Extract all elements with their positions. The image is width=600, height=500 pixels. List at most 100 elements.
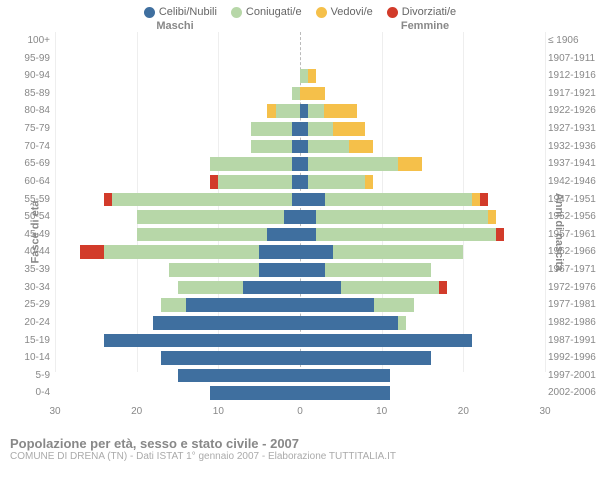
birth-year-label: 1992-1996	[548, 349, 598, 366]
gender-header: Maschi Femmine	[0, 20, 600, 32]
legend-label: Vedovi/e	[331, 6, 373, 18]
bar-segment	[153, 316, 300, 330]
female-bar	[300, 104, 357, 118]
birth-year-label: 1927-1931	[548, 120, 598, 137]
birth-year-label: 1947-1951	[548, 191, 598, 208]
bar-segment	[300, 334, 472, 348]
bar-segment	[325, 193, 472, 207]
bar-segment	[480, 193, 488, 207]
female-bar	[300, 369, 390, 383]
bar-segment	[398, 316, 406, 330]
gridline	[545, 32, 546, 372]
male-bar	[292, 87, 300, 101]
birth-year-label: 1957-1961	[548, 226, 598, 243]
bar-segment	[325, 263, 431, 277]
bar-segment	[349, 140, 374, 154]
age-row: 5-91997-2001	[55, 367, 545, 385]
bar-segment	[137, 228, 268, 242]
age-label: 10-14	[10, 349, 50, 366]
age-row: 100+≤ 1906	[55, 32, 545, 50]
bar-segment	[300, 263, 325, 277]
birth-year-label: 2002-2006	[548, 384, 598, 401]
x-tick-label: 30	[539, 406, 550, 417]
birth-year-label: 1932-1936	[548, 138, 598, 155]
bar-segment	[292, 157, 300, 171]
legend-swatch	[387, 7, 398, 18]
bar-segment	[333, 122, 366, 136]
age-row: 65-691937-1941	[55, 155, 545, 173]
birth-year-label: 1977-1981	[548, 296, 598, 313]
bar-segment	[300, 175, 308, 189]
age-row: 0-42002-2006	[55, 384, 545, 402]
female-bar	[300, 87, 325, 101]
x-tick-label: 20	[131, 406, 142, 417]
bar-segment	[300, 104, 308, 118]
bar-segment	[259, 245, 300, 259]
female-bar	[300, 228, 504, 242]
birth-year-label: 1967-1971	[548, 261, 598, 278]
bar-segment	[374, 298, 415, 312]
bar-segment	[104, 245, 259, 259]
age-row: 90-941912-1916	[55, 67, 545, 85]
age-row: 70-741932-1936	[55, 138, 545, 156]
age-label: 65-69	[10, 155, 50, 172]
legend-item: Celibi/Nubili	[144, 6, 217, 18]
bar-segment	[251, 140, 292, 154]
age-label: 55-59	[10, 191, 50, 208]
birth-year-label: 1972-1976	[548, 279, 598, 296]
bar-segment	[210, 175, 218, 189]
bar-segment	[300, 193, 325, 207]
birth-year-label: 1922-1926	[548, 102, 598, 119]
bar-segment	[496, 228, 504, 242]
x-tick-label: 0	[297, 406, 303, 417]
age-row: 40-441962-1966	[55, 243, 545, 261]
legend-item: Coniugati/e	[231, 6, 302, 18]
age-row: 30-341972-1976	[55, 279, 545, 297]
bar-segment	[178, 281, 243, 295]
age-label: 60-64	[10, 173, 50, 190]
plot-area: 100+≤ 190695-991907-191190-941912-191685…	[55, 32, 545, 402]
bar-segment	[169, 263, 259, 277]
age-row: 10-141992-1996	[55, 349, 545, 367]
bar-segment	[308, 122, 333, 136]
female-bar	[300, 298, 414, 312]
age-label: 70-74	[10, 138, 50, 155]
legend-swatch	[316, 7, 327, 18]
birth-year-label: 1962-1966	[548, 243, 598, 260]
female-bar	[300, 157, 422, 171]
bar-segment	[267, 228, 300, 242]
bar-segment	[292, 175, 300, 189]
age-label: 80-84	[10, 102, 50, 119]
legend-swatch	[144, 7, 155, 18]
legend-label: Celibi/Nubili	[159, 6, 217, 18]
bar-segment	[300, 298, 374, 312]
bar-segment	[300, 87, 325, 101]
legend-swatch	[231, 7, 242, 18]
birth-year-label: 1952-1956	[548, 208, 598, 225]
male-bar	[161, 351, 300, 365]
bar-segment	[398, 157, 423, 171]
bar-segment	[300, 157, 308, 171]
age-row: 80-841922-1926	[55, 102, 545, 120]
bar-segment	[308, 104, 324, 118]
bar-segment	[300, 369, 390, 383]
bar-segment	[251, 122, 292, 136]
legend-item: Vedovi/e	[316, 6, 373, 18]
male-bar	[251, 122, 300, 136]
bar-segment	[488, 210, 496, 224]
birth-year-label: 1912-1916	[548, 67, 598, 84]
age-label: 90-94	[10, 67, 50, 84]
bar-segment	[300, 122, 308, 136]
bar-segment	[300, 210, 316, 224]
male-bar	[178, 281, 300, 295]
birth-year-label: 1987-1991	[548, 332, 598, 349]
female-bar	[300, 351, 431, 365]
bar-segment	[316, 228, 496, 242]
birth-year-label: 1997-2001	[548, 367, 598, 384]
bar-segment	[439, 281, 447, 295]
bar-segment	[341, 281, 439, 295]
bar-segment	[300, 386, 390, 400]
male-bar	[210, 386, 300, 400]
age-label: 50-54	[10, 208, 50, 225]
male-bar	[178, 369, 301, 383]
